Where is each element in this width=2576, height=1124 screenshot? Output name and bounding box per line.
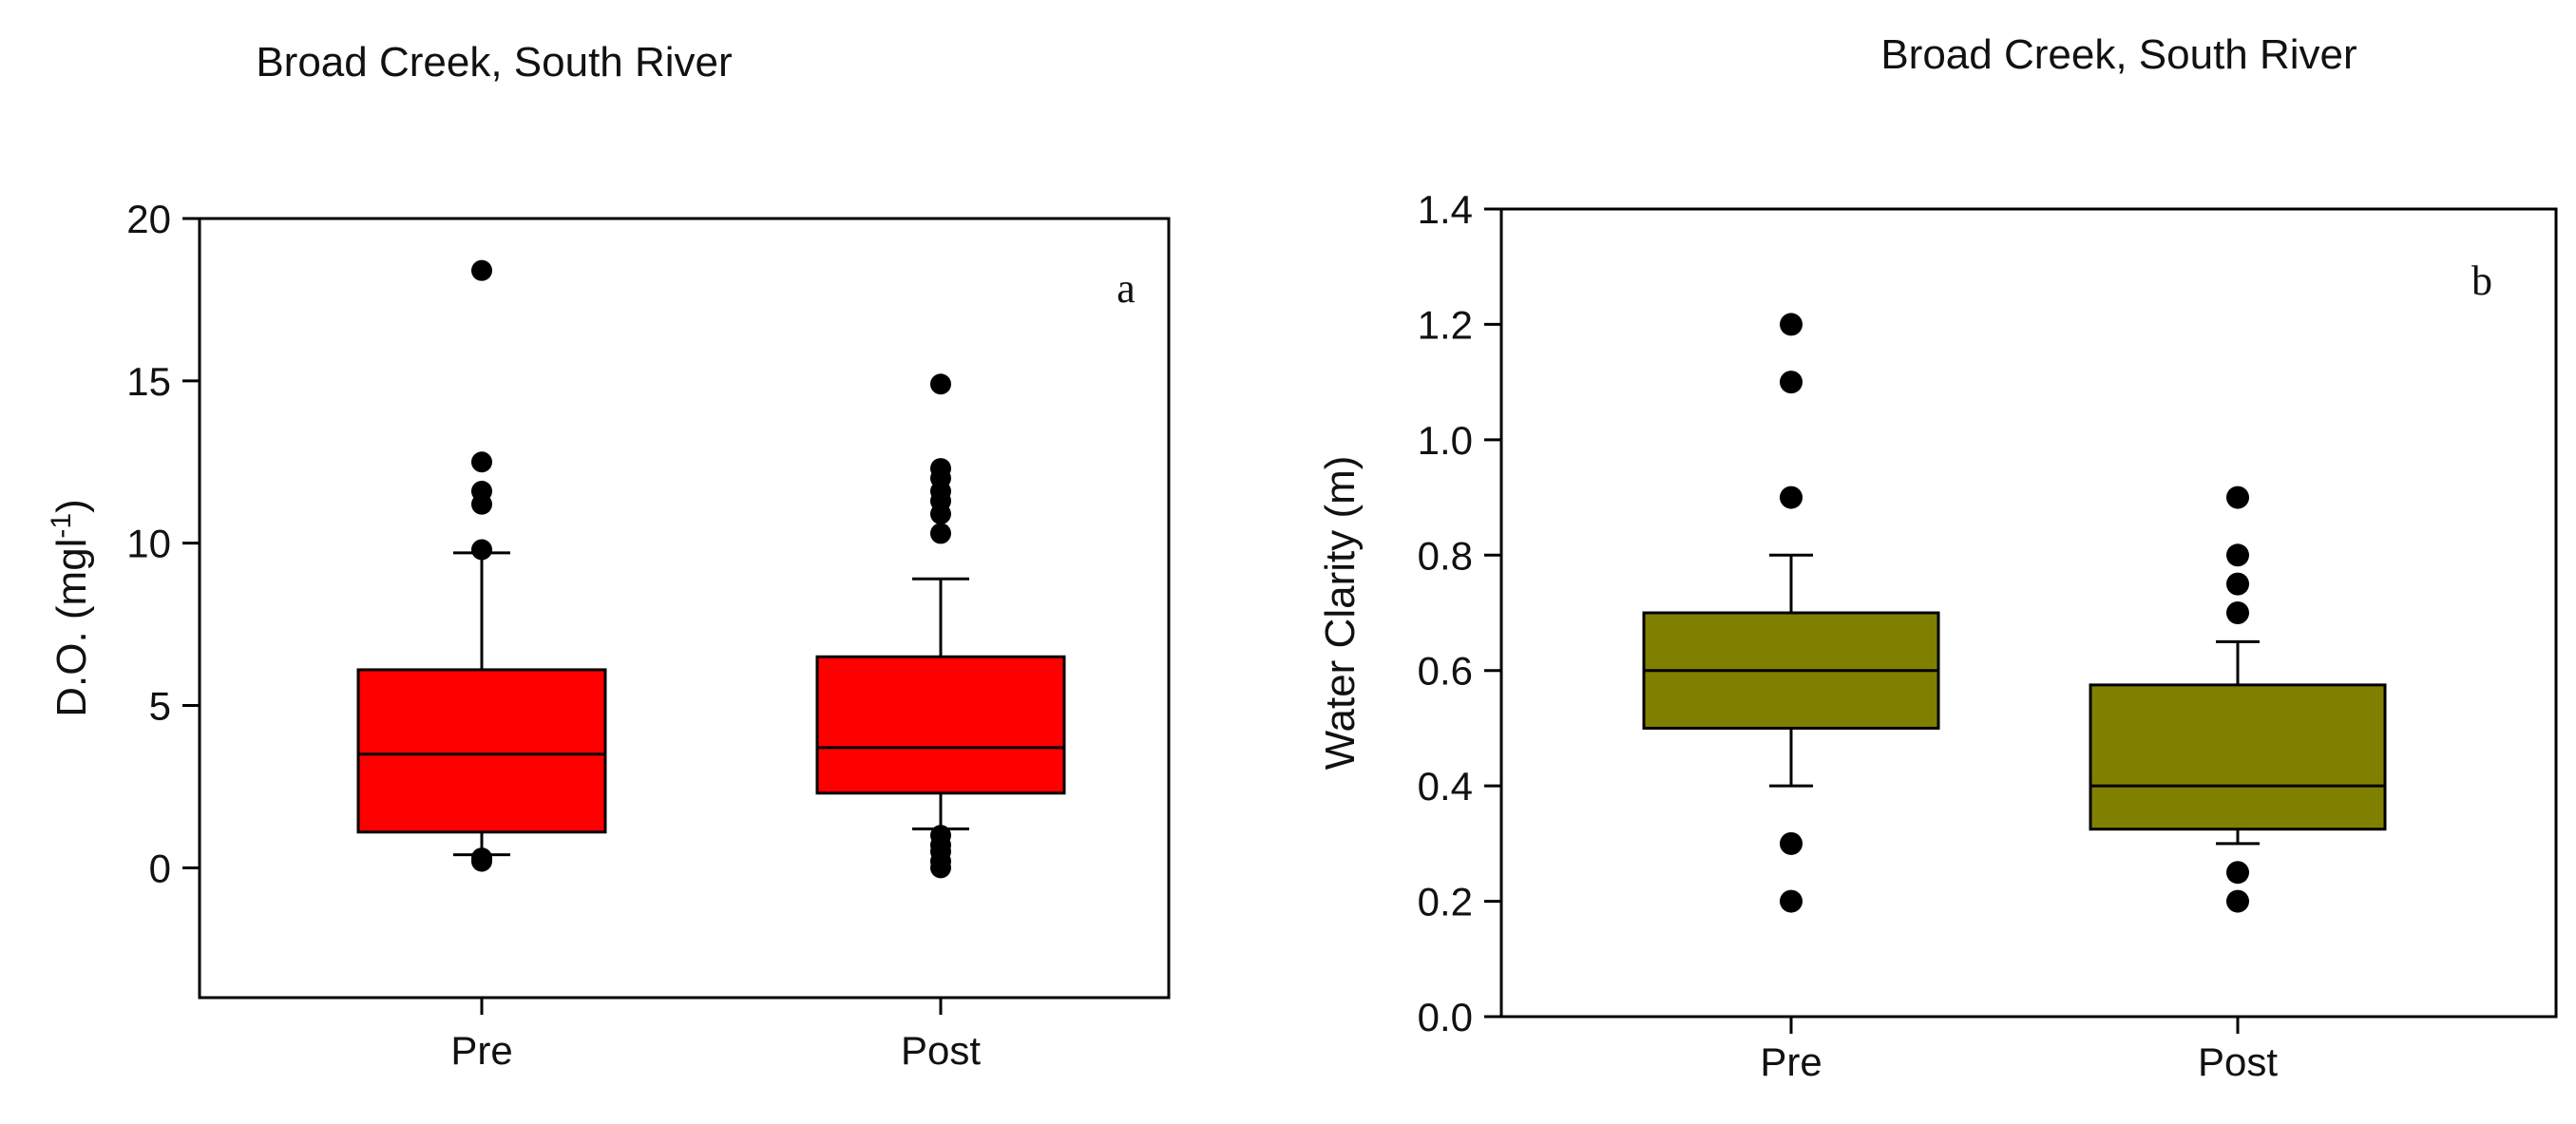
- panel-b-ylabel: Water Clarity (m): [1317, 456, 1364, 771]
- box-pre: [356, 259, 607, 872]
- y-tick-label: 10: [126, 522, 171, 566]
- panel-b-y-axis: 0.0 0.2 0.4 0.6 0.8 1.0 1.2 1.4: [1418, 187, 1501, 1039]
- panel-b-ylabel-group: Water Clarity (m): [1317, 456, 1364, 771]
- x-tick-label: Post: [2198, 1039, 2278, 1084]
- outlier-point: [2226, 889, 2249, 913]
- y-tick-label: 0.2: [1418, 880, 1473, 924]
- outlier-point: [930, 373, 951, 395]
- y-tick-label: 15: [126, 359, 171, 404]
- panel-a-ylabel-sup: -1: [46, 513, 77, 539]
- panel-a-title: Broad Creek, South River: [256, 39, 732, 86]
- panel-b-boxes: [1642, 313, 2387, 913]
- outlier-point: [471, 451, 492, 473]
- panel-a-letter: a: [1116, 265, 1135, 312]
- x-tick-label: Pre: [1760, 1039, 1822, 1084]
- box-post: [2089, 486, 2387, 913]
- panel-a-x-axis: Pre Post: [450, 998, 981, 1073]
- outlier-point: [471, 539, 492, 561]
- iqr-box: [2089, 683, 2387, 831]
- panel-a-ylabel-close: ): [48, 499, 95, 513]
- y-tick-label: 0.6: [1418, 649, 1473, 694]
- panel-a-y-axis: 0 5 10 15 20: [126, 197, 200, 890]
- outlier-point: [1780, 486, 1803, 509]
- outlier-point: [2226, 861, 2249, 885]
- panel-a-ylabel-group: D.O. (mgl-1): [46, 499, 96, 717]
- y-tick-label: 20: [126, 197, 171, 241]
- outlier-point: [930, 523, 951, 544]
- box-pre: [1642, 313, 1940, 913]
- outlier-point: [1780, 831, 1803, 855]
- y-tick-label: 0.8: [1418, 533, 1473, 578]
- panel-a-boxes: [356, 259, 1066, 879]
- y-tick-label: 0.0: [1418, 995, 1473, 1039]
- y-tick-label: 1.0: [1418, 418, 1473, 463]
- panel-a-plot-frame: [198, 217, 1171, 1000]
- panel-a-ylabel: D.O. (mgl-1): [46, 499, 96, 717]
- iqr-box: [815, 655, 1066, 795]
- panel-b-x-axis: Pre Post: [1760, 1017, 2278, 1084]
- y-tick-label: 1.2: [1418, 302, 1473, 347]
- y-tick-label: 0.4: [1418, 764, 1473, 809]
- outlier-point: [471, 848, 492, 869]
- y-tick-label: 1.4: [1418, 187, 1473, 232]
- outlier-point: [471, 259, 492, 281]
- panel-b-plot-frame: [1499, 207, 2558, 1019]
- panel-a: Broad Creek, South River a D.O. (mgl-1) …: [46, 39, 1171, 1073]
- outlier-point: [930, 825, 951, 847]
- outlier-point: [471, 481, 492, 502]
- outlier-point: [930, 458, 951, 480]
- y-tick-label: 5: [149, 684, 171, 729]
- outlier-point: [2226, 572, 2249, 596]
- panel-a-ylabel-main: D.O. (mgl: [48, 539, 95, 717]
- outlier-point: [2226, 486, 2249, 509]
- y-tick-label: 0: [149, 846, 171, 890]
- x-tick-label: Pre: [450, 1028, 512, 1073]
- outlier-point: [1780, 371, 1803, 394]
- panel-b-title: Broad Creek, South River: [1880, 31, 2357, 78]
- panel-b-letter: b: [2471, 257, 2492, 304]
- outlier-point: [1780, 889, 1803, 913]
- x-tick-label: Post: [901, 1028, 981, 1073]
- iqr-box: [356, 668, 607, 834]
- outlier-point: [2226, 601, 2249, 624]
- outlier-point: [1780, 313, 1803, 336]
- outlier-point: [2226, 543, 2249, 567]
- box-post: [815, 373, 1066, 879]
- panel-b: Broad Creek, South River b Water Clarity…: [1317, 31, 2558, 1084]
